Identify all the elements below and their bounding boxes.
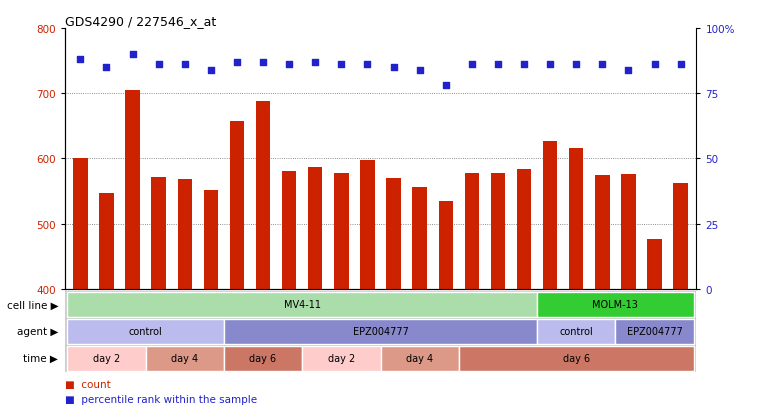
Text: EPZ004777: EPZ004777 [352,326,409,337]
Point [570,62,582,69]
Point [597,62,609,69]
Bar [360,161,374,289]
Text: day 2: day 2 [328,353,355,363]
Point [648,62,661,69]
Bar [308,167,323,289]
Bar [67,292,537,317]
Point [231,59,243,66]
Bar [595,175,610,289]
Bar [517,170,531,289]
Bar [387,178,401,289]
Text: cell line ▶: cell line ▶ [7,299,59,310]
Text: MV4-11: MV4-11 [284,299,320,310]
Point [674,62,686,69]
Bar [99,193,113,289]
Point [440,83,452,90]
Point [205,67,217,74]
Point [126,52,139,58]
Point [466,62,478,69]
Point [257,59,269,66]
Point [309,59,321,66]
Point [100,64,113,71]
Text: day 4: day 4 [171,353,199,363]
Text: MOLM-13: MOLM-13 [593,299,638,310]
Bar [491,173,505,289]
Point [75,57,87,64]
Point [361,62,374,69]
Bar [282,171,296,289]
Bar [302,346,380,370]
Bar [67,346,145,370]
Point [179,62,191,69]
Text: agent ▶: agent ▶ [17,326,59,337]
Text: GDS4290 / 227546_x_at: GDS4290 / 227546_x_at [65,15,216,28]
Bar [621,175,635,289]
Bar [673,183,688,289]
Bar [459,346,694,370]
Text: ■  percentile rank within the sample: ■ percentile rank within the sample [65,394,256,404]
Bar [151,177,166,289]
Bar [224,346,302,370]
Bar [380,346,459,370]
Bar [412,188,427,289]
Text: ■  count: ■ count [65,379,110,389]
Point [518,62,530,69]
Bar [616,319,694,344]
Point [544,62,556,69]
Bar [465,173,479,289]
Point [336,62,348,69]
Bar [177,180,192,289]
Text: time ▶: time ▶ [24,353,59,363]
Bar [224,319,537,344]
Bar [230,122,244,289]
Text: day 4: day 4 [406,353,433,363]
Point [152,62,164,69]
Bar [537,319,616,344]
Bar [438,202,453,289]
Bar [256,102,270,289]
Text: day 2: day 2 [93,353,120,363]
Bar [537,292,694,317]
Text: control: control [129,326,162,337]
Bar [73,159,88,289]
Text: day 6: day 6 [250,353,276,363]
Bar [126,91,140,289]
Point [622,67,635,74]
Bar [648,239,662,289]
Text: EPZ004777: EPZ004777 [626,326,683,337]
Text: day 6: day 6 [562,353,590,363]
Bar [67,319,224,344]
Point [492,62,504,69]
Bar [569,149,584,289]
Point [387,64,400,71]
Point [283,62,295,69]
Text: control: control [559,326,593,337]
Bar [145,346,224,370]
Point [413,67,425,74]
Bar [334,174,349,289]
Bar [543,141,557,289]
Bar [204,190,218,289]
